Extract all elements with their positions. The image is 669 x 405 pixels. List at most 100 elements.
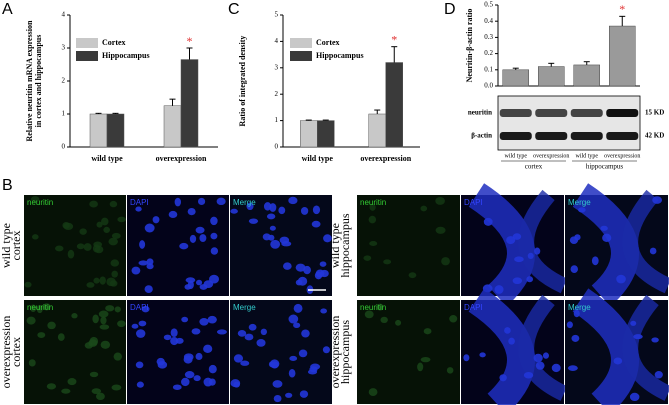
cell <box>293 322 301 329</box>
cell <box>285 392 293 398</box>
cell <box>193 375 201 382</box>
cell <box>301 329 310 338</box>
cell <box>289 355 298 362</box>
cell <box>369 240 378 247</box>
channel-label: neuritin <box>360 303 386 312</box>
cell <box>395 319 402 326</box>
cell <box>89 200 98 208</box>
y-tick-label: 1 <box>62 110 66 118</box>
cell <box>256 339 266 347</box>
cell <box>230 208 238 214</box>
y-axis-label: Ratio of integrated density <box>238 36 247 127</box>
cell <box>376 303 384 311</box>
cell <box>67 249 75 259</box>
cell <box>293 303 303 313</box>
cell <box>295 279 303 286</box>
cell <box>319 261 327 267</box>
cell <box>523 371 534 379</box>
cell <box>111 232 121 239</box>
cell <box>103 226 110 233</box>
cell <box>92 314 99 324</box>
cell <box>30 196 40 203</box>
cell <box>152 216 160 224</box>
cell <box>111 384 122 391</box>
cell <box>163 334 172 341</box>
channel-label: Merge <box>568 303 591 312</box>
y-tick-label: 1 <box>275 116 279 124</box>
cell <box>98 310 109 318</box>
cell <box>651 337 659 343</box>
cell <box>408 272 417 279</box>
cell <box>24 281 32 288</box>
cell <box>266 213 276 220</box>
legend-label: Cortex <box>316 38 340 47</box>
cell <box>203 280 214 288</box>
cell <box>270 239 281 249</box>
cell <box>295 263 306 272</box>
cell <box>449 314 458 323</box>
y-axis-label: Relative neuritin mRNA expression <box>25 20 34 142</box>
cell <box>526 276 534 283</box>
cell <box>499 374 507 382</box>
cell <box>630 320 637 326</box>
y-tick-label: 4 <box>275 37 279 45</box>
cell <box>61 388 71 394</box>
bar <box>502 69 529 87</box>
channel-label: Merge <box>233 198 256 207</box>
cell <box>96 221 103 228</box>
bar <box>180 59 199 148</box>
cell <box>542 352 549 359</box>
cell <box>86 282 95 288</box>
cell <box>96 392 105 401</box>
blot-band <box>606 109 639 117</box>
cell <box>420 205 428 212</box>
cell <box>100 340 111 349</box>
y-tick-label: 0 <box>275 143 279 151</box>
significance-mark: * <box>187 34 193 48</box>
y-tick-label: 0.5 <box>484 1 493 9</box>
cell <box>174 197 182 207</box>
blot-band <box>499 132 532 140</box>
cell <box>183 355 193 364</box>
cell <box>216 329 227 335</box>
blot-band <box>570 109 603 117</box>
cell <box>146 258 154 266</box>
cell <box>175 337 184 344</box>
channel-label: neuritin <box>360 198 386 207</box>
row-label: wild type <box>328 223 342 268</box>
cell <box>55 245 64 252</box>
cell <box>369 203 376 211</box>
cell <box>535 361 545 370</box>
cell <box>512 233 522 240</box>
cell <box>533 353 543 363</box>
bar <box>300 120 318 148</box>
y-tick-label: 3 <box>62 44 66 52</box>
cell <box>144 223 155 233</box>
micrograph <box>357 195 460 296</box>
bar <box>609 25 636 87</box>
cell <box>89 371 99 378</box>
cell <box>273 394 282 403</box>
cell <box>172 384 182 390</box>
x-tick-label: wild type <box>576 153 599 159</box>
cell <box>233 354 244 363</box>
channel-label: DAPI <box>464 303 483 312</box>
blot-band <box>606 132 639 140</box>
cell <box>135 329 146 338</box>
cell <box>37 332 46 338</box>
y-tick-label: 0 <box>62 143 66 151</box>
cell <box>76 243 85 250</box>
cell <box>195 226 205 234</box>
cell <box>31 234 39 240</box>
row-label: hippocampus <box>338 213 352 277</box>
cell <box>363 255 372 261</box>
cell <box>105 305 115 312</box>
cell <box>93 277 100 284</box>
cell <box>551 363 561 373</box>
cell <box>262 233 271 241</box>
bar <box>317 120 335 148</box>
cell-layer <box>622 294 669 401</box>
blot-band <box>499 109 532 117</box>
bar <box>385 62 403 148</box>
cell <box>94 245 104 254</box>
